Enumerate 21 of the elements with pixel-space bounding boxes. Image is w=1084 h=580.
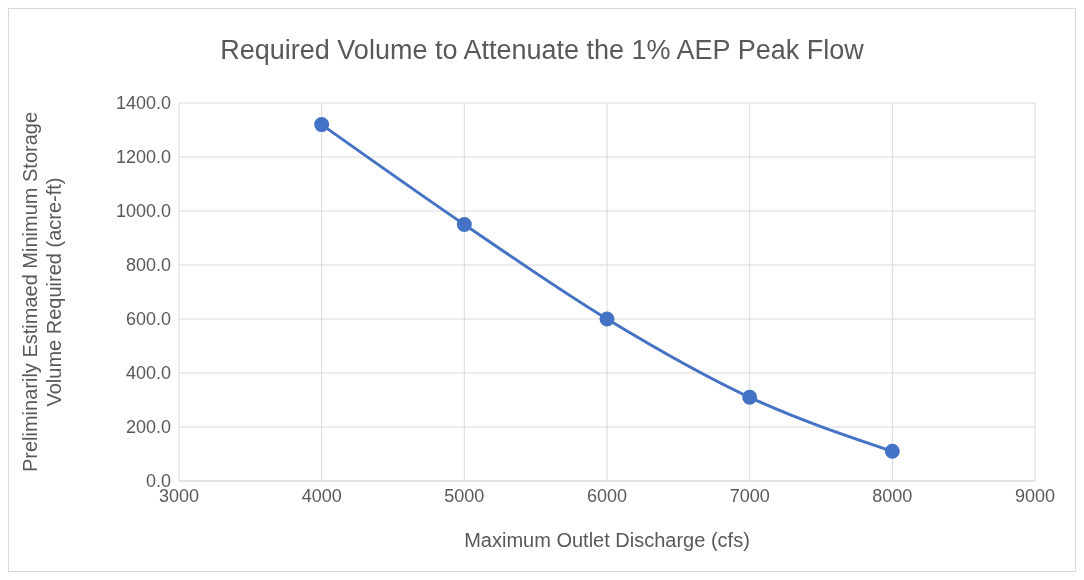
point <box>314 117 330 133</box>
y-tick-label: 1000.0 <box>115 201 171 222</box>
x-tick-label: 6000 <box>586 485 628 506</box>
point <box>742 389 758 405</box>
x-tick-label: 4000 <box>301 485 342 506</box>
y-axis-title: Preliminarily Estimaed Minimum Storage Volume Required (acre-ft) <box>19 111 65 473</box>
point <box>456 217 472 232</box>
y-tick-label: 400.0 <box>125 363 171 384</box>
y-tick-label: 800.0 <box>125 255 171 276</box>
x-tick-label: 8000 <box>872 485 913 506</box>
x-tick-label: 9000 <box>1014 485 1056 506</box>
x-axis-title: Maximum Outlet Discharge (cfs) <box>464 529 750 551</box>
x-tick-label: 7000 <box>729 485 770 506</box>
y-tick-label: 1200.0 <box>115 147 171 168</box>
y-tick-label: 600.0 <box>125 309 171 330</box>
y-tick-label: 1400.0 <box>115 93 171 114</box>
chart-title: Required Volume to Attenuate the 1% AEP Peak Flow <box>219 35 865 66</box>
y-tick-label: 200.0 <box>125 417 171 438</box>
point <box>599 311 615 327</box>
x-tick-label: 5000 <box>444 485 485 506</box>
point <box>884 443 900 459</box>
